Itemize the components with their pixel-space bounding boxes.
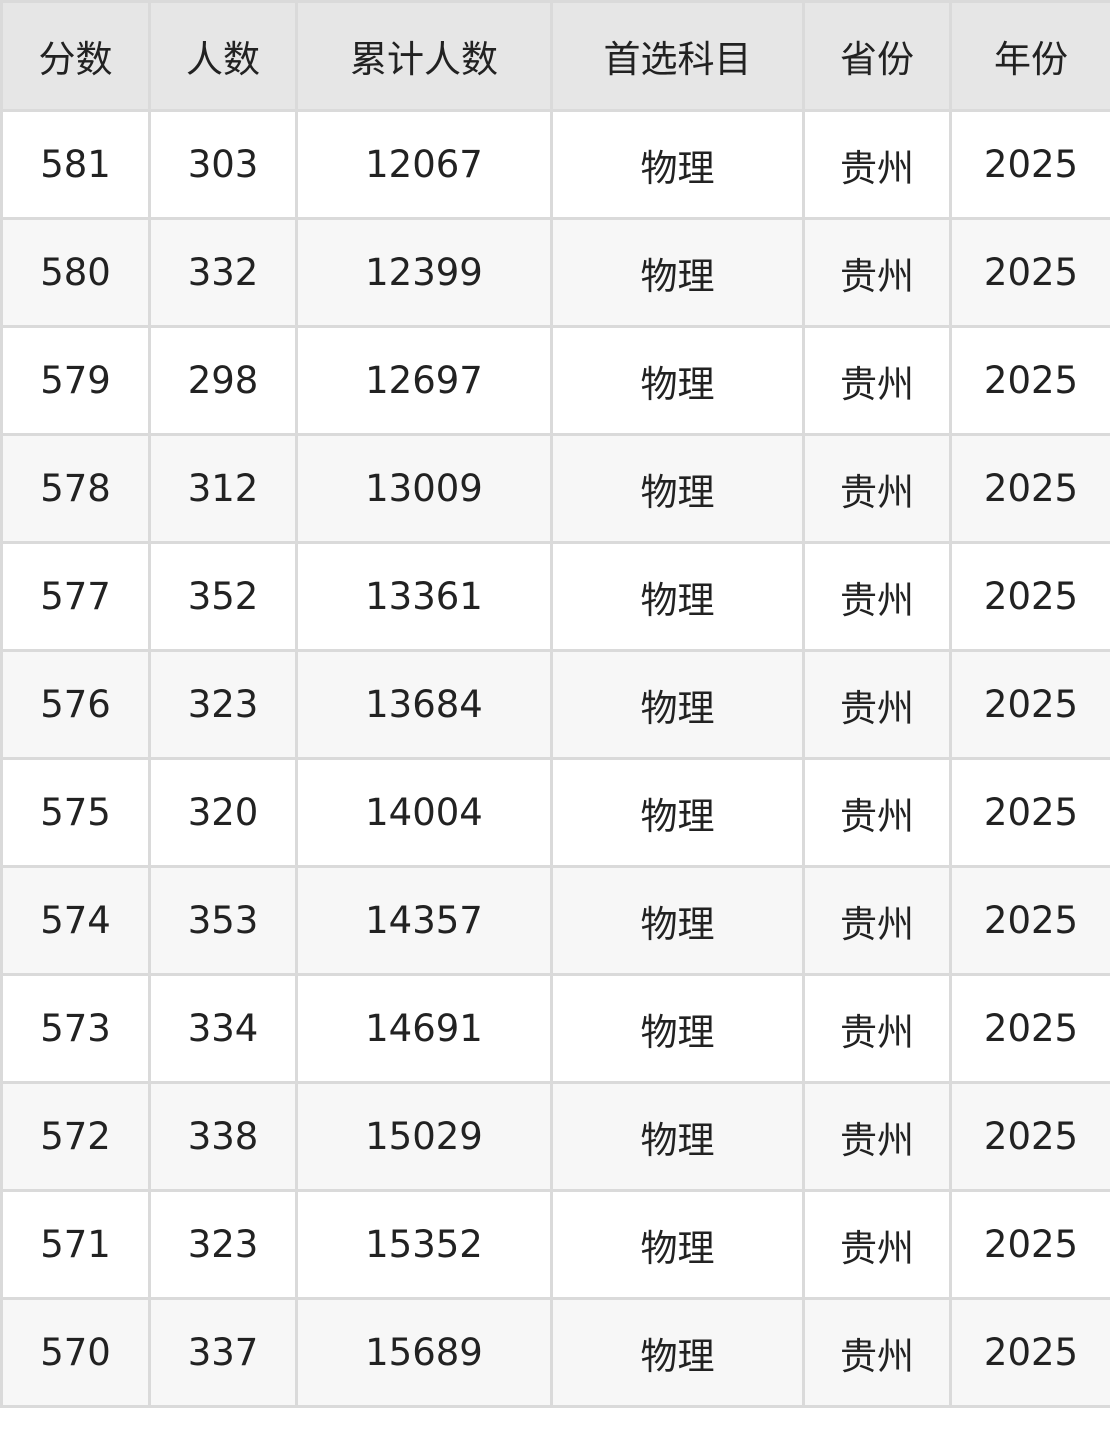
- cell-year: 2025: [949, 433, 1110, 544]
- cell-province: 贵州: [802, 1297, 952, 1408]
- cell-score: 578: [0, 433, 151, 544]
- cell-primary-subject: 物理: [550, 325, 805, 436]
- cell-province: 贵州: [802, 433, 952, 544]
- cell-primary-subject: 物理: [550, 649, 805, 760]
- column-header-year: 年份: [949, 0, 1110, 112]
- cell-province: 贵州: [802, 325, 952, 436]
- cell-primary-subject: 物理: [550, 973, 805, 1084]
- cell-province: 贵州: [802, 649, 952, 760]
- table-row: 575 320 14004 物理 贵州 2025: [0, 757, 1110, 868]
- table-header-row: 分数 人数 累计人数 首选科目 省份 年份: [0, 0, 1110, 112]
- table-row: 574 353 14357 物理 贵州 2025: [0, 865, 1110, 976]
- table-row: 579 298 12697 物理 贵州 2025: [0, 325, 1110, 436]
- cell-province: 贵州: [802, 109, 952, 220]
- cell-province: 贵州: [802, 1189, 952, 1300]
- cell-year: 2025: [949, 217, 1110, 328]
- table-row: 570 337 15689 物理 贵州 2025: [0, 1297, 1110, 1408]
- cell-score: 574: [0, 865, 151, 976]
- cell-primary-subject: 物理: [550, 1189, 805, 1300]
- cell-score: 570: [0, 1297, 151, 1408]
- cell-primary-subject: 物理: [550, 433, 805, 544]
- cell-score: 576: [0, 649, 151, 760]
- cell-year: 2025: [949, 1189, 1110, 1300]
- cell-year: 2025: [949, 865, 1110, 976]
- cell-cumulative-count: 15689: [295, 1297, 553, 1408]
- cell-cumulative-count: 14004: [295, 757, 553, 868]
- cell-year: 2025: [949, 757, 1110, 868]
- column-header-count: 人数: [148, 0, 298, 112]
- cell-count: 353: [148, 865, 298, 976]
- table-row: 571 323 15352 物理 贵州 2025: [0, 1189, 1110, 1300]
- cell-count: 352: [148, 541, 298, 652]
- cell-year: 2025: [949, 325, 1110, 436]
- cell-count: 298: [148, 325, 298, 436]
- cell-score: 573: [0, 973, 151, 1084]
- cell-score: 580: [0, 217, 151, 328]
- column-header-score: 分数: [0, 0, 151, 112]
- cell-cumulative-count: 14357: [295, 865, 553, 976]
- cell-cumulative-count: 12399: [295, 217, 553, 328]
- cell-primary-subject: 物理: [550, 217, 805, 328]
- cell-cumulative-count: 13684: [295, 649, 553, 760]
- cell-year: 2025: [949, 541, 1110, 652]
- cell-score: 572: [0, 1081, 151, 1192]
- cell-province: 贵州: [802, 973, 952, 1084]
- cell-count: 337: [148, 1297, 298, 1408]
- cell-year: 2025: [949, 1297, 1110, 1408]
- cell-score: 571: [0, 1189, 151, 1300]
- cell-year: 2025: [949, 649, 1110, 760]
- cell-province: 贵州: [802, 757, 952, 868]
- cell-province: 贵州: [802, 865, 952, 976]
- cell-cumulative-count: 15352: [295, 1189, 553, 1300]
- cell-score: 579: [0, 325, 151, 436]
- cell-count: 312: [148, 433, 298, 544]
- cell-primary-subject: 物理: [550, 865, 805, 976]
- cell-count: 323: [148, 649, 298, 760]
- cell-count: 303: [148, 109, 298, 220]
- table-row: 577 352 13361 物理 贵州 2025: [0, 541, 1110, 652]
- cell-year: 2025: [949, 973, 1110, 1084]
- table-row: 572 338 15029 物理 贵州 2025: [0, 1081, 1110, 1192]
- cell-cumulative-count: 14691: [295, 973, 553, 1084]
- cell-year: 2025: [949, 1081, 1110, 1192]
- table-row: 576 323 13684 物理 贵州 2025: [0, 649, 1110, 760]
- table-row: 573 334 14691 物理 贵州 2025: [0, 973, 1110, 1084]
- cell-primary-subject: 物理: [550, 541, 805, 652]
- column-header-province: 省份: [802, 0, 952, 112]
- cell-cumulative-count: 12697: [295, 325, 553, 436]
- column-header-primary-subject: 首选科目: [550, 0, 805, 112]
- cell-count: 338: [148, 1081, 298, 1192]
- cell-score: 575: [0, 757, 151, 868]
- column-header-cumulative-count: 累计人数: [295, 0, 553, 112]
- cell-province: 贵州: [802, 1081, 952, 1192]
- cell-primary-subject: 物理: [550, 757, 805, 868]
- cell-primary-subject: 物理: [550, 109, 805, 220]
- cell-cumulative-count: 12067: [295, 109, 553, 220]
- cell-province: 贵州: [802, 541, 952, 652]
- cell-count: 332: [148, 217, 298, 328]
- cell-year: 2025: [949, 109, 1110, 220]
- cell-cumulative-count: 13361: [295, 541, 553, 652]
- cell-score: 577: [0, 541, 151, 652]
- cell-primary-subject: 物理: [550, 1297, 805, 1408]
- score-distribution-table: 分数 人数 累计人数 首选科目 省份 年份 581 303 12067 物理 贵州 2025 580 3…: [0, 0, 1110, 1408]
- table-row: 580 332 12399 物理 贵州 2025: [0, 217, 1110, 328]
- cell-score: 581: [0, 109, 151, 220]
- table-row: 578 312 13009 物理 贵州 2025: [0, 433, 1110, 544]
- cell-cumulative-count: 15029: [295, 1081, 553, 1192]
- cell-province: 贵州: [802, 217, 952, 328]
- cell-count: 323: [148, 1189, 298, 1300]
- cell-count: 320: [148, 757, 298, 868]
- cell-cumulative-count: 13009: [295, 433, 553, 544]
- cell-primary-subject: 物理: [550, 1081, 805, 1192]
- cell-count: 334: [148, 973, 298, 1084]
- table-row: 581 303 12067 物理 贵州 2025: [0, 109, 1110, 220]
